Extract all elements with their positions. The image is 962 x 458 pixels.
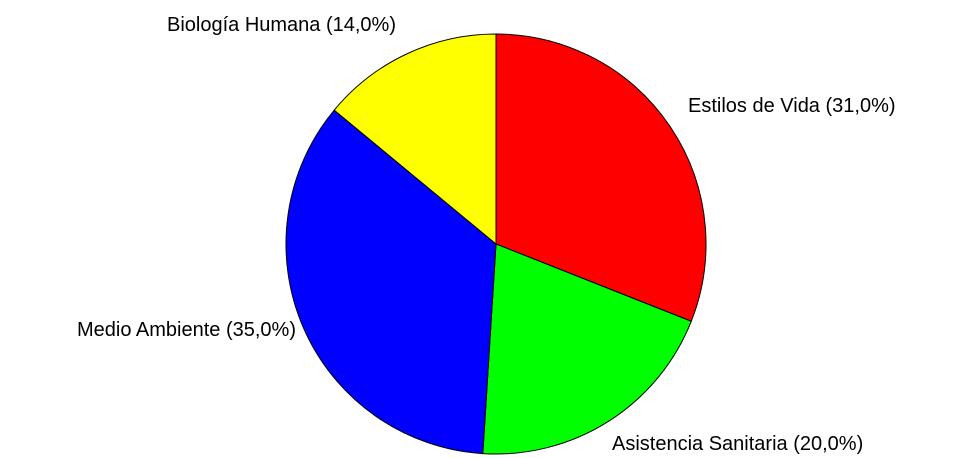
label-asistencia-sanitaria: Asistencia Sanitaria (20,0%) [612, 433, 863, 455]
slice-estilos-de-vida [495, 33, 707, 322]
label-estilos-de-vida: Estilos de Vida (31,0%) [688, 95, 896, 117]
label-medio-ambiente: Medio Ambiente (35,0%) [77, 319, 296, 341]
pie-slices [285, 33, 707, 455]
slice-biologia-humana [333, 33, 497, 246]
slice-medio-ambiente [285, 109, 497, 455]
label-biologia-humana: Biología Humana (14,0%) [167, 14, 396, 36]
pie-labels: Estilos de Vida (31,0%) Asistencia Sanit… [77, 14, 896, 455]
slice-asistencia-sanitaria [482, 243, 692, 455]
